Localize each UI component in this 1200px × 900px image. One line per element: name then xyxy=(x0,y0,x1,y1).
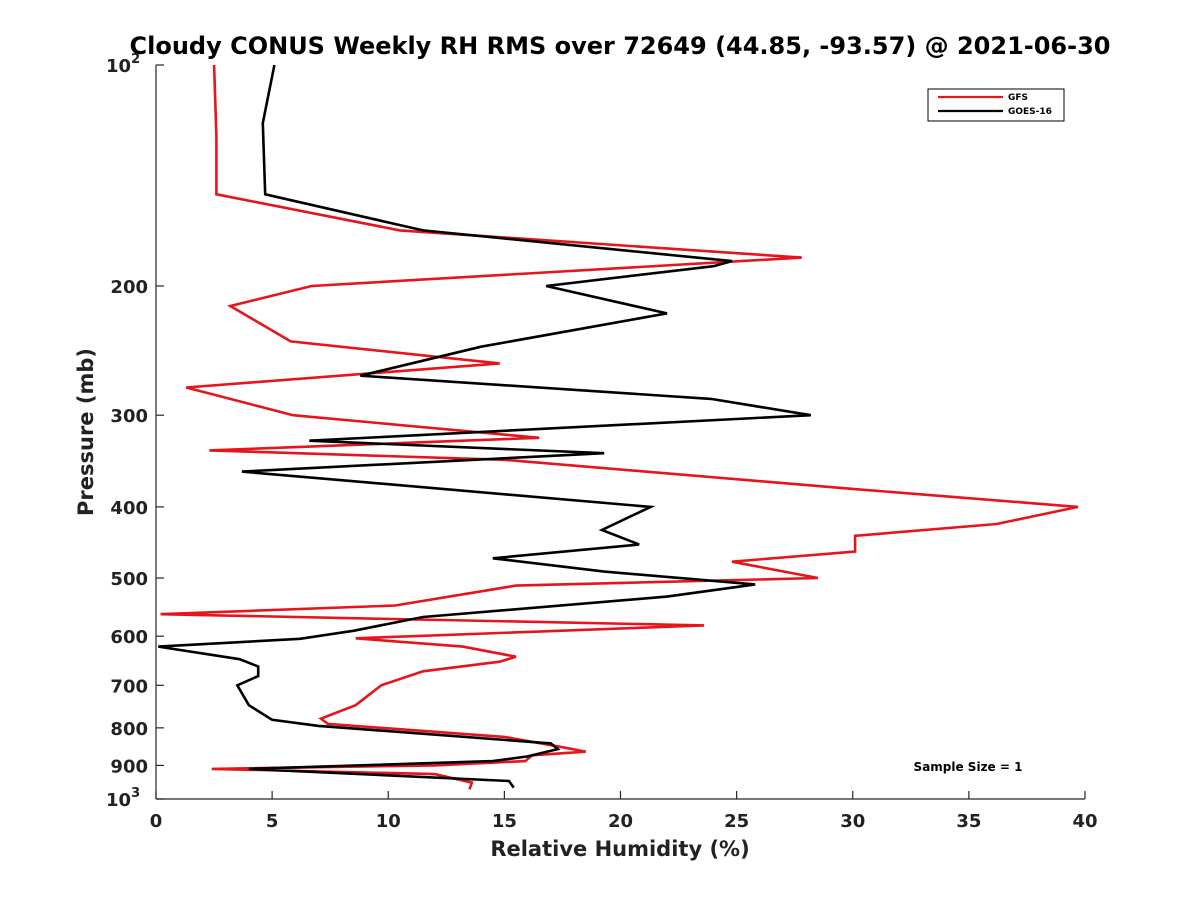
legend-label-goes16: GOES-16 xyxy=(1008,107,1052,117)
legend-label-gfs: GFS xyxy=(1008,93,1028,103)
y-tick-label: 200 xyxy=(110,277,148,298)
x-axis-label: Relative Humidity (%) xyxy=(490,837,749,861)
plot-area: 0 5 10 15 20 25 30 35 40102200300400500600700800… xyxy=(106,52,1098,832)
x-tick-label: 30 xyxy=(840,811,865,832)
series-line-goes16 xyxy=(158,65,812,789)
x-tick-label: 15 xyxy=(492,811,517,832)
series-line-gfs xyxy=(160,65,1079,790)
x-tick-label: 0 xyxy=(150,811,163,832)
y-tick-label: 900 xyxy=(110,756,148,777)
y-tick-label: 400 xyxy=(110,498,148,519)
legend-box xyxy=(927,88,1065,122)
x-tick-label: 25 xyxy=(724,811,749,832)
y-tick-label: 800 xyxy=(110,719,148,740)
x-tick-label: 10 xyxy=(376,811,401,832)
y-tick-label: 500 xyxy=(110,569,148,590)
y-tick-label: 600 xyxy=(110,627,148,648)
sample-size-annotation: Sample Size = 1 xyxy=(914,760,1023,774)
y-axis-label: Pressure (mb) xyxy=(74,348,98,516)
x-tick-label: 5 xyxy=(266,811,279,832)
y-tick-label: 300 xyxy=(110,406,148,427)
chart-title: Cloudy CONUS Weekly RH RMS over 72649 (4… xyxy=(130,32,1111,60)
y-tick-label: 700 xyxy=(110,676,148,697)
axes-layer: 0 5 10 15 20 25 30 35 40102200300400500600700800… xyxy=(106,52,1098,832)
x-tick-label: 35 xyxy=(956,811,981,832)
series-layer xyxy=(158,65,1079,790)
legend: GFS GOES-16 xyxy=(927,88,1065,122)
x-tick-label: 20 xyxy=(608,811,633,832)
x-tick-label: 40 xyxy=(1072,811,1097,832)
